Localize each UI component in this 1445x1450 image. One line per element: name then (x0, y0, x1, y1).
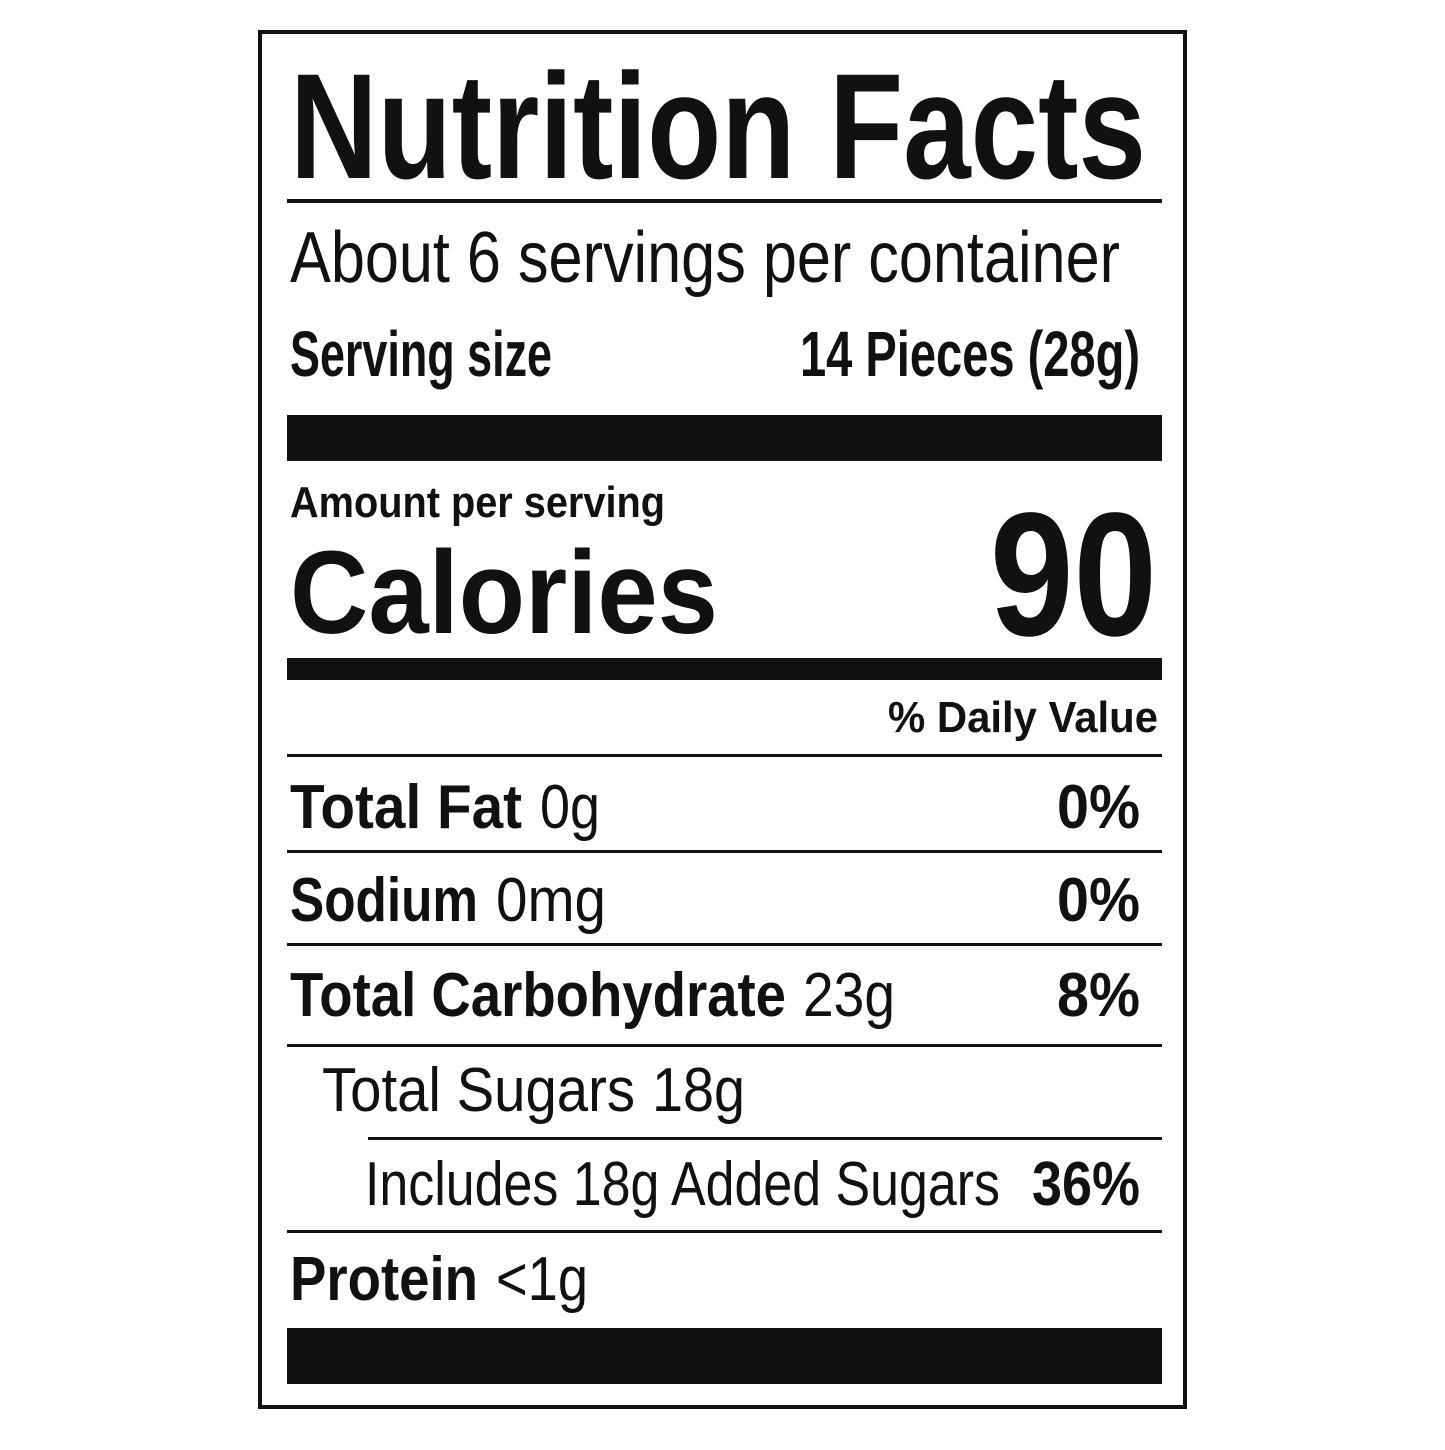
divider (368, 1137, 1162, 1140)
title: Nutrition Facts (290, 42, 1146, 210)
thick-bar (287, 1328, 1162, 1384)
nutrient-daily-value: 0% (1057, 773, 1140, 842)
divider (287, 1044, 1162, 1047)
divider (287, 754, 1162, 757)
nutrient-amount: 0mg (496, 866, 606, 935)
servings-per-container: About 6 servings per container (290, 218, 1120, 298)
divider (287, 850, 1162, 853)
divider (287, 1230, 1162, 1233)
serving-size-label: Serving size (290, 318, 552, 390)
thick-bar (287, 415, 1162, 461)
divider (287, 943, 1162, 946)
divider (287, 199, 1162, 203)
nutrient-name: Total Carbohydrate (290, 961, 786, 1030)
amount-per-serving: Amount per serving (290, 478, 665, 527)
nutrient-amount: 23g (803, 961, 895, 1030)
calories-value: 90 (990, 477, 1157, 673)
calories-label: Calories (290, 527, 718, 659)
nutrient-name: Total Fat (290, 773, 522, 842)
nutrient-name: Total Sugars (322, 1056, 635, 1125)
nutrient-daily-value: 36% (1032, 1150, 1140, 1219)
nutrient-daily-value: 0% (1057, 866, 1140, 935)
medium-bar (287, 658, 1162, 680)
nutrient-amount: 0g (540, 773, 600, 842)
nutrient-amount: <1g (496, 1245, 588, 1314)
label-border (258, 30, 1187, 1409)
nutrient-daily-value: 8% (1057, 961, 1140, 1030)
nutrient-name: Sodium (290, 866, 478, 935)
nutrient-amount: 18g (652, 1056, 745, 1125)
nutrient-name: Protein (290, 1245, 478, 1314)
daily-value-header: % Daily Value (888, 693, 1158, 742)
serving-size-value: 14 Pieces (28g) (800, 318, 1140, 390)
nutrient-name: Includes 18g Added Sugars (365, 1150, 1000, 1219)
